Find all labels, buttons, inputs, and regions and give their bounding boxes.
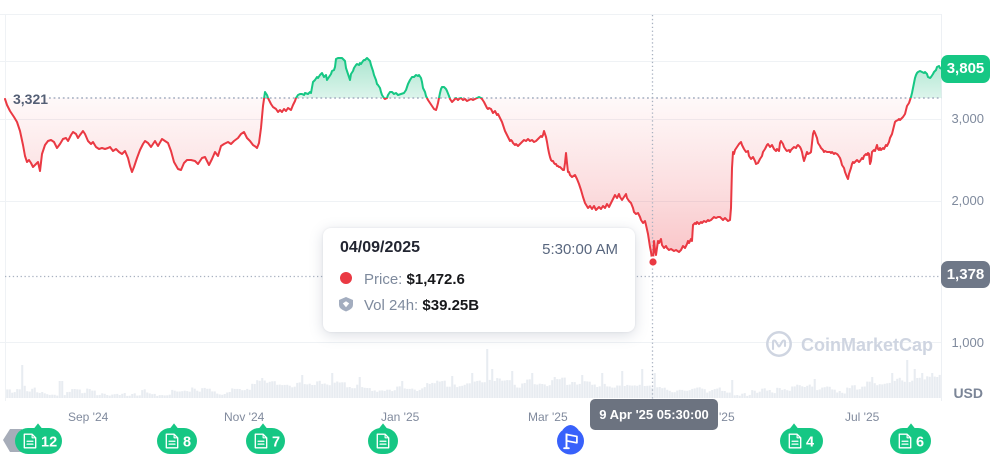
svg-text:CoinMarketCap: CoinMarketCap	[801, 335, 933, 355]
svg-text:6: 6	[916, 435, 924, 451]
svg-text:8: 8	[183, 435, 191, 451]
svg-text:4: 4	[806, 435, 814, 451]
svg-text:12: 12	[41, 435, 57, 451]
svg-text:7: 7	[272, 435, 280, 451]
